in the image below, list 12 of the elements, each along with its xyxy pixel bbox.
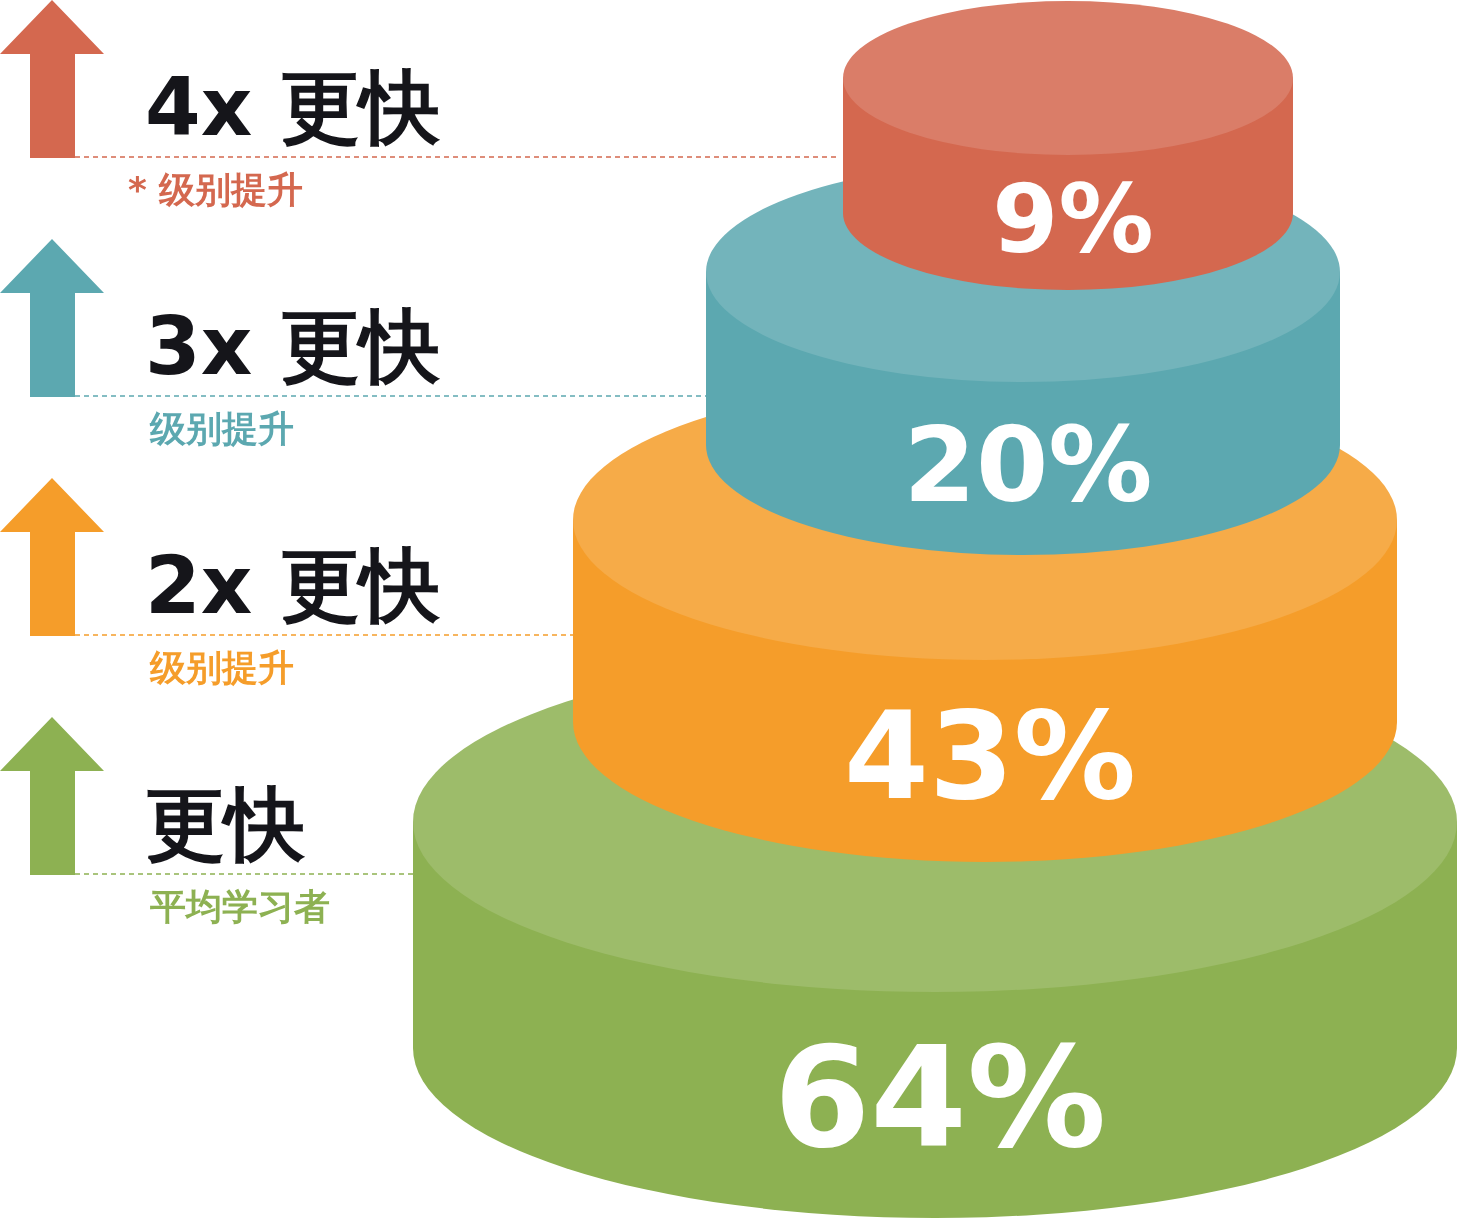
text: 级别提升	[149, 408, 294, 449]
category-label: 2x 更快	[145, 539, 442, 632]
data-label: 43%	[843, 684, 1137, 827]
text: * 级别提升	[128, 169, 304, 210]
category-label: 更快	[145, 778, 306, 871]
text: 级别提升	[149, 647, 294, 688]
data-label: 20%	[903, 403, 1153, 526]
text: 平均学习者	[150, 886, 330, 927]
category-label: 4x 更快	[145, 61, 442, 154]
data-label: 64%	[773, 1017, 1107, 1180]
data-label: 9%	[992, 164, 1154, 275]
category-label: 3x 更快	[145, 300, 442, 393]
